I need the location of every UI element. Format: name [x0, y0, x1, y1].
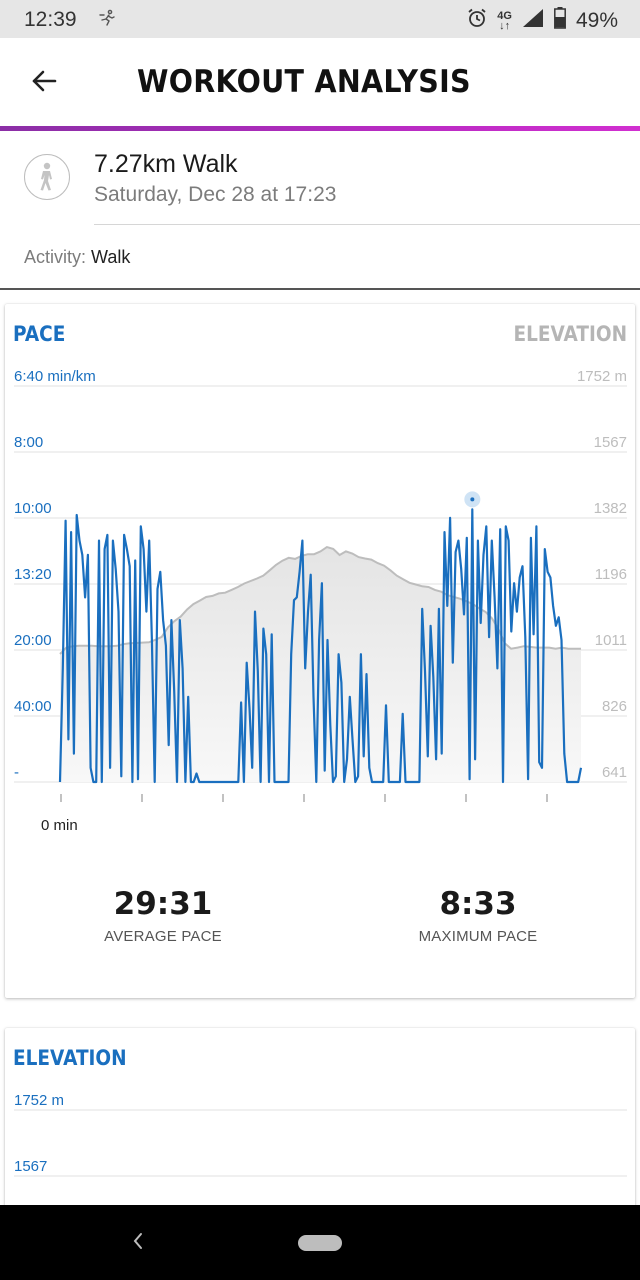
- pace-y-tick-label: 20:00: [14, 632, 52, 649]
- section-divider: [0, 288, 640, 290]
- chevron-left-icon: [133, 1233, 142, 1249]
- system-nav-bar: [0, 1205, 640, 1280]
- elevation-toggle[interactable]: ELEVATION: [513, 322, 627, 346]
- elevation-chart[interactable]: 1752 m 1567: [5, 1028, 635, 1218]
- max-pace-marker-dot: [470, 497, 475, 502]
- pace-card: PACE ELEVATION 6:40 min/km 8:00 10:00 13:20…: [5, 304, 635, 998]
- elevation-y-tick-label: 826: [602, 698, 627, 715]
- status-time: 12:39: [24, 8, 77, 31]
- pace-chart-title: PACE: [13, 322, 66, 346]
- elevation-y-tick-label: 1011: [595, 632, 627, 649]
- pace-y-tick-label: 6:40 min/km: [14, 368, 96, 385]
- signal-icon: [522, 8, 544, 34]
- activity-value: Walk: [91, 247, 131, 267]
- pace-y-tick-label: -: [14, 764, 19, 781]
- divider: [94, 224, 640, 225]
- arrow-back-icon: [32, 70, 57, 92]
- elevation-card: ELEVATION 1752 m 1567: [5, 1028, 635, 1218]
- average-pace-stat: 29:31 AVERAGE PACE: [33, 886, 293, 945]
- elevation-y-tick-label: 1752 m: [577, 368, 627, 385]
- elevation-y-tick-label: 1567: [14, 1158, 47, 1175]
- maximum-pace-label: MAXIMUM PACE: [418, 928, 538, 945]
- elevation-y-tick-label: 1382: [594, 500, 627, 517]
- elevation-series-line: [59, 546, 581, 655]
- workout-title: 7.27km Walk: [94, 150, 238, 178]
- average-pace-value: 29:31: [113, 886, 213, 922]
- elevation-y-tick-label: 641: [602, 764, 627, 781]
- pace-y-tick-label: 40:00: [14, 698, 52, 715]
- network-label: 4G: [497, 10, 512, 22]
- pace-y-tick-label: 10:00: [14, 500, 52, 517]
- elevation-y-tick-label: 1752 m: [14, 1092, 64, 1109]
- activity-label: Activity:: [24, 247, 87, 267]
- pace-chart[interactable]: 6:40 min/km 8:00 10:00 13:20 20:00 40:00 - 1752…: [5, 304, 635, 864]
- x-start-label: 0 min: [41, 817, 78, 834]
- elevation-chart-title: ELEVATION: [13, 1046, 127, 1070]
- elevation-y-tick-label: 1196: [595, 566, 627, 583]
- status-bar: 12:39 4G ↓↑ 49%: [0, 0, 640, 38]
- nav-home-button[interactable]: [298, 1235, 342, 1251]
- workout-header: 7.27km Walk Saturday, Dec 28 at 17:23 Ac…: [0, 131, 640, 289]
- walk-icon: [24, 154, 70, 200]
- battery-percent: 49%: [575, 9, 618, 32]
- maximum-pace-value: 8:33: [439, 886, 517, 922]
- back-button[interactable]: [26, 63, 62, 99]
- nav-back-button[interactable]: [128, 1229, 148, 1258]
- battery-icon: [554, 7, 566, 35]
- pace-series-line: [58, 508, 583, 784]
- network-4g-icon: 4G ↓↑: [497, 10, 512, 32]
- elevation-y-tick-label: 1567: [594, 434, 627, 451]
- page-title: WORKOUT ANALYSIS: [137, 64, 471, 100]
- maximum-pace-stat: 8:33 MAXIMUM PACE: [348, 886, 608, 945]
- workout-date: Saturday, Dec 28 at 17:23: [94, 183, 337, 206]
- alarm-icon: [467, 8, 487, 34]
- accent-bar: [0, 126, 640, 131]
- activity-row: Activity: Walk: [24, 247, 130, 268]
- average-pace-label: AVERAGE PACE: [104, 928, 222, 945]
- running-icon: [98, 9, 116, 32]
- pace-y-tick-label: 13:20: [14, 566, 52, 583]
- pace-y-tick-label: 8:00: [14, 434, 43, 451]
- app-bar: WORKOUT ANALYSIS: [0, 38, 640, 126]
